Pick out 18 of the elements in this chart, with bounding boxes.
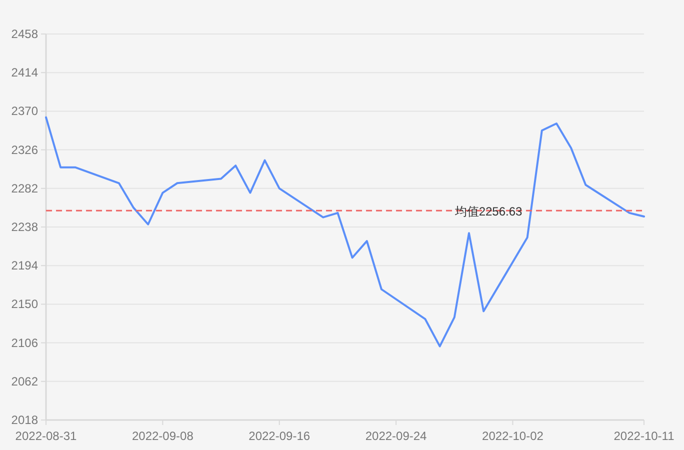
x-tick-label: 2022-09-24	[365, 429, 428, 443]
x-tick-label: 2022-09-16	[248, 429, 310, 443]
x-tick-label: 2022-09-08	[132, 429, 194, 443]
y-tick-label: 2062	[11, 374, 38, 388]
y-tick-label: 2282	[11, 181, 38, 196]
y-tick-label: 2194	[11, 258, 38, 273]
y-tick-label: 2326	[11, 142, 38, 157]
line-series	[45, 116, 645, 348]
x-tick-label: 2022-10-11	[614, 429, 675, 443]
y-tick-label: 2150	[11, 297, 38, 312]
y-tick-label: 2370	[11, 104, 38, 118]
x-tick-label: 2022-08-31	[15, 429, 78, 443]
y-tick-label: 2458	[11, 27, 38, 41]
x-tick-label: 2022-10-02	[482, 429, 544, 443]
y-tick-label: 2414	[11, 66, 38, 80]
y-tick-label: 2018	[11, 413, 38, 427]
y-tick-label: 2238	[11, 220, 38, 234]
y-tick-label: 2106	[11, 336, 38, 350]
